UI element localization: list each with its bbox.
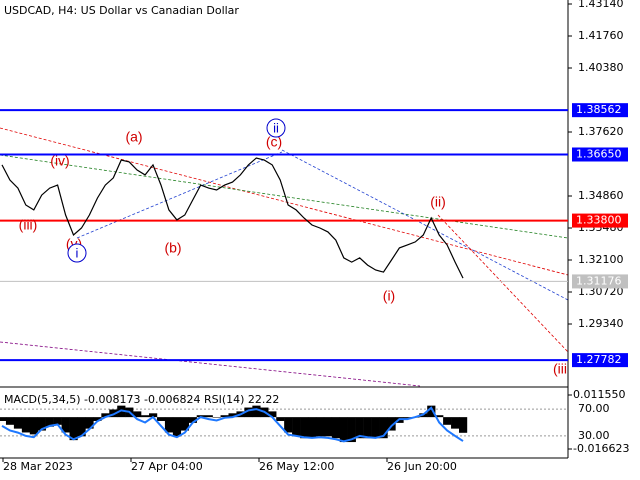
- macd-bar: [292, 417, 301, 437]
- macd-tick-label: -0.016623: [573, 442, 629, 455]
- macd-bar: [220, 415, 229, 418]
- macd-bar: [53, 417, 62, 425]
- y-tick-label: 1.43140: [578, 0, 624, 10]
- y-tick-label: 1.34860: [578, 189, 624, 202]
- macd-bar: [451, 417, 460, 429]
- indicator-title: MACD(5,34,5) -0.008173 -0.006824 RSI(14)…: [4, 393, 279, 406]
- wave-circle: [67, 243, 87, 263]
- rsi-tick-label: 70.00: [578, 402, 610, 415]
- macd-bar: [156, 417, 166, 421]
- macd-bar: [109, 409, 118, 418]
- level-label: 1.33800: [576, 214, 622, 227]
- level-label-box: [572, 274, 628, 289]
- macd-bar: [347, 417, 356, 443]
- wave-label: (i): [383, 288, 395, 304]
- macd-bar: [61, 417, 70, 433]
- macd-bar: [149, 413, 158, 418]
- macd-bar: [93, 417, 102, 421]
- y-tick-label: 1.40380: [578, 61, 624, 74]
- macd-bar: [180, 417, 190, 431]
- macd-bar: [85, 417, 94, 429]
- macd-bar: [427, 405, 436, 418]
- macd-bar: [37, 417, 46, 431]
- macd-bar: [276, 417, 285, 421]
- macd-bar: [459, 417, 468, 433]
- x-tick-label: 26 Jun 20:00: [387, 460, 457, 473]
- macd-bar: [5, 417, 15, 425]
- level-label-box: [572, 147, 628, 162]
- trend-line: [437, 214, 569, 353]
- trend-line: [0, 154, 569, 239]
- wave-label: (iv): [50, 153, 69, 169]
- level-label: 1.27782: [576, 353, 622, 366]
- macd-bar: [379, 417, 388, 439]
- macd-bar: [21, 417, 31, 433]
- macd-bar: [339, 417, 348, 443]
- wave-label: (ii): [430, 194, 446, 210]
- wave-label: i: [76, 245, 79, 260]
- macd-bar: [228, 413, 237, 418]
- x-tick-label: 28 Mar 2023: [3, 460, 73, 473]
- level-label-box: [572, 213, 628, 228]
- macd-bar: [45, 417, 54, 427]
- macd-bar: [363, 417, 372, 439]
- y-tick-label: 1.32100: [578, 253, 624, 266]
- macd-bar: [315, 417, 325, 437]
- y-tick-label: 1.29340: [578, 317, 624, 330]
- macd-bar: [307, 417, 317, 439]
- x-tick-label: 26 May 12:00: [259, 460, 334, 473]
- macd-bar: [13, 417, 23, 429]
- macd-bar: [133, 411, 142, 418]
- trend-line: [0, 341, 421, 387]
- macd-bar: [188, 417, 197, 423]
- macd-bar: [141, 415, 150, 418]
- y-tick-label: 1.41760: [578, 29, 624, 42]
- macd-bar: [212, 417, 221, 418]
- macd-bar: [443, 417, 452, 425]
- macd-bar: [77, 417, 86, 437]
- macd-bar: [69, 417, 78, 441]
- level-label: 1.31176: [576, 274, 622, 287]
- wave-label: (b): [164, 240, 181, 256]
- macd-bar: [164, 417, 174, 433]
- macd-bar: [0, 417, 7, 421]
- wave-label: ii: [273, 120, 279, 135]
- wave-label: (c): [266, 134, 282, 150]
- macd-bar: [172, 417, 182, 437]
- trend-lines: [0, 127, 569, 387]
- rsi-tick-label: 30.00: [578, 429, 610, 442]
- macd-bar: [204, 415, 213, 418]
- wave-circle: [266, 118, 286, 138]
- macd-bar: [244, 407, 253, 418]
- price-line: [1, 157, 464, 279]
- trend-line: [0, 127, 569, 276]
- trend-line: [281, 149, 569, 301]
- macd-tick-label: 0.011550: [573, 388, 626, 401]
- wave-label: (iii: [553, 361, 567, 377]
- macd-bar: [284, 417, 293, 433]
- macd-bar: [101, 413, 110, 418]
- level-label: 1.38562: [576, 103, 622, 116]
- macd-bar: [300, 417, 309, 439]
- level-label: 1.36650: [576, 147, 622, 160]
- chart-title: USDCAD, H4: US Dollar vs Canadian Dollar: [4, 4, 239, 17]
- macd-bar: [331, 417, 341, 439]
- rsi-line: [1, 406, 464, 443]
- macd-bar: [355, 417, 364, 439]
- macd-bar: [435, 415, 444, 418]
- y-tick-label: 1.37620: [578, 125, 624, 138]
- x-tick-label: 27 Apr 04:00: [131, 460, 203, 473]
- wave-label: (a): [125, 129, 142, 145]
- macd-bar: [252, 405, 261, 418]
- level-label-box: [572, 353, 628, 368]
- macd-bar: [29, 417, 38, 435]
- wave-label: (iii): [19, 217, 38, 233]
- macd-bar: [268, 411, 277, 418]
- macd-bar: [387, 417, 396, 431]
- level-label-box: [572, 103, 628, 118]
- macd-bar: [323, 417, 333, 437]
- macd-bar: [371, 417, 380, 439]
